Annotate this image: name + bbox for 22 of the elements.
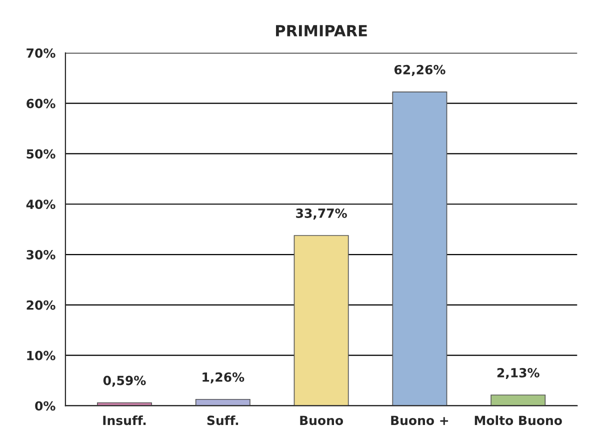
bar xyxy=(490,394,546,406)
bar xyxy=(294,235,349,406)
y-tick-label: 0% xyxy=(35,401,56,411)
bar xyxy=(392,92,448,406)
y-tick-label: 20% xyxy=(26,300,56,310)
y-tick-label: 70% xyxy=(26,48,56,58)
x-tick-label: Insuff. xyxy=(103,415,146,426)
data-label: 33,77% xyxy=(296,208,347,220)
x-tick-label: Buono + xyxy=(391,416,448,426)
data-label: 62,26% xyxy=(394,64,446,76)
chart-title: PRIMIPARE xyxy=(276,25,367,36)
x-tick-label: Buono xyxy=(300,416,344,426)
y-tick-label: 10% xyxy=(27,350,56,360)
y-tick-label: 40% xyxy=(26,200,56,210)
data-label: 0,59% xyxy=(103,376,146,387)
data-label: 1,26% xyxy=(202,372,244,384)
data-label: 2,13% xyxy=(497,368,540,380)
y-tick-label: 50% xyxy=(26,149,56,159)
x-tick-label: Suff. xyxy=(207,415,238,426)
y-tick-label: 60% xyxy=(26,98,56,108)
x-tick-label: Molto Buono xyxy=(474,415,562,426)
y-tick-label: 30% xyxy=(26,250,56,260)
